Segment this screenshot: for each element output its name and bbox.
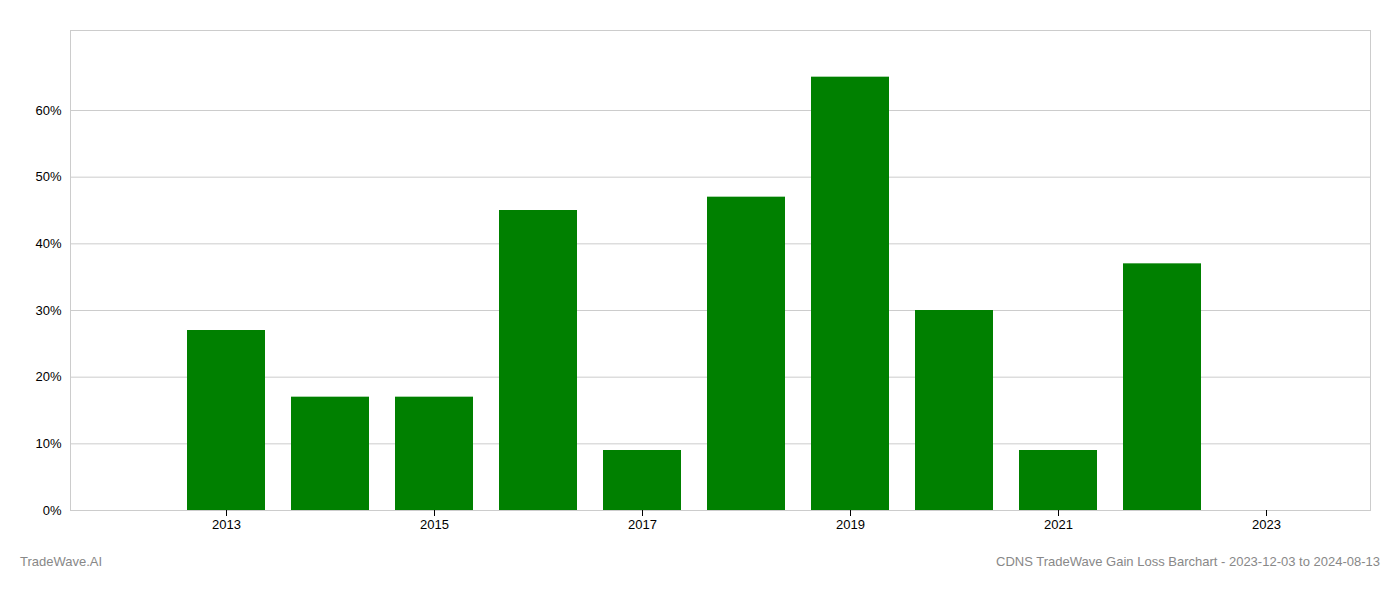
svg-text:20%: 20% [35, 369, 61, 384]
svg-text:2013: 2013 [212, 517, 241, 532]
html-text:TradeWave.AI: TradeWave.AI [20, 554, 103, 569]
svg-text:0%: 0% [43, 503, 62, 518]
svg-text:2023: 2023 [1252, 517, 1281, 532]
svg-text:2015: 2015 [420, 517, 449, 532]
svg-text:2019: 2019 [836, 517, 865, 532]
svg-text:2021: 2021 [1044, 517, 1073, 532]
svg-text:50%: 50% [35, 169, 61, 184]
svg-text:60%: 60% [35, 103, 61, 118]
svg-text:2017: 2017 [628, 517, 657, 532]
svg-text:10%: 10% [35, 436, 61, 451]
svg-text:40%: 40% [35, 236, 61, 251]
html-text:CDNS TradeWave Gain Loss Barch: CDNS TradeWave Gain Loss Barchart - 2023… [996, 554, 1380, 569]
svg-text:30%: 30% [35, 303, 61, 318]
